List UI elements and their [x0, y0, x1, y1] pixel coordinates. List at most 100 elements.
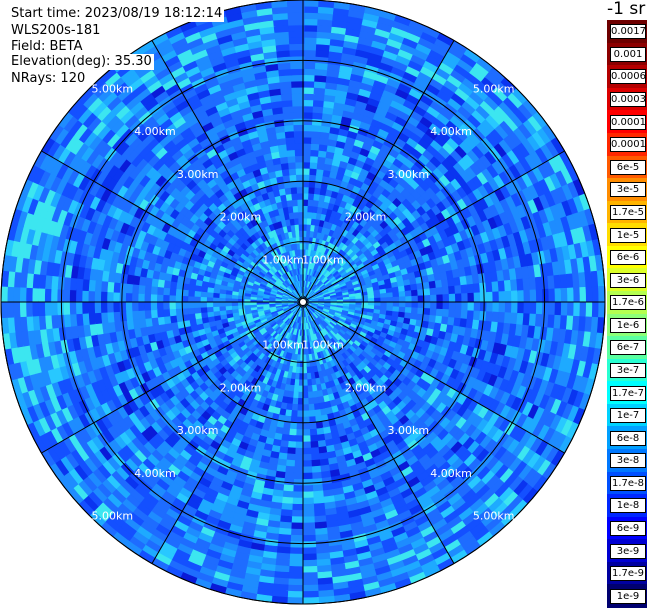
- ppi-cell: [137, 301, 145, 311]
- ppi-cell: [510, 290, 519, 304]
- ppi-cell: [291, 497, 304, 506]
- ppi-cell: [131, 301, 139, 312]
- ppi-cell: [454, 293, 463, 303]
- ppi-cell: [301, 547, 317, 555]
- ppi-cell: [292, 105, 305, 113]
- ppi-cell: [99, 300, 108, 313]
- ppi-cell: [517, 301, 525, 315]
- ppi-cell: [554, 301, 563, 317]
- ppi-cell: [560, 287, 569, 304]
- ppi-cell: [461, 293, 469, 303]
- ppi-cell: [302, 123, 314, 132]
- ppi-cell: [112, 300, 120, 313]
- ppi-cell: [124, 291, 133, 303]
- ppi-cell: [56, 300, 64, 316]
- ppi-cell: [296, 186, 304, 194]
- ppi-cell: [423, 294, 432, 303]
- ppi-cell: [56, 287, 64, 303]
- ppi-cell: [473, 301, 482, 313]
- ppi-cell: [302, 460, 312, 468]
- ppi-cell: [156, 293, 164, 303]
- ppi-cell: [106, 300, 114, 313]
- ppi-cell: [301, 472, 313, 481]
- ppi-cell: [294, 136, 304, 144]
- ppi-cell: [289, 522, 304, 530]
- ppi-cell: [68, 288, 77, 303]
- ppi-cell: [99, 290, 108, 303]
- ppi-cell: [93, 289, 102, 303]
- ppi-cell: [486, 301, 494, 314]
- ppi-cell: [301, 491, 314, 499]
- ppi-cell: [293, 130, 304, 138]
- ppi-cell: [68, 300, 77, 315]
- ppi-cell: [467, 301, 475, 312]
- ppi-cell: [143, 292, 152, 303]
- ppi-cell: [302, 130, 313, 138]
- ppi-cell: [301, 553, 317, 562]
- ppi-cell: [473, 292, 482, 304]
- ppi-cell: [293, 460, 304, 468]
- ppi-cell: [292, 111, 305, 119]
- ppi-cell: [291, 80, 305, 88]
- ppi-cell: [492, 291, 500, 304]
- ppi-cell: [301, 497, 314, 506]
- ppi-cell: [301, 528, 316, 537]
- ppi-cell: [187, 301, 195, 309]
- ppi-cell: [301, 509, 315, 518]
- ppi-cell: [290, 509, 304, 518]
- ppi-cell: [288, 553, 304, 562]
- ppi-cell: [106, 290, 114, 303]
- ppi-cell: [290, 503, 304, 512]
- ppi-cell: [290, 74, 305, 82]
- ppi-cell: [486, 291, 494, 304]
- ppi-cell: [529, 289, 538, 304]
- ppi-cell: [302, 161, 312, 169]
- ppi-cell: [302, 441, 311, 449]
- ppi-cell: [295, 429, 304, 437]
- ppi-cell: [168, 301, 176, 310]
- ppi-cell: [295, 155, 304, 163]
- ppi-cell: [81, 300, 89, 314]
- ppi-cell: [301, 559, 318, 568]
- ppi-cell: [430, 301, 438, 310]
- ppi-cell: [436, 301, 444, 311]
- ppi-cell: [291, 92, 305, 101]
- ppi-cell: [302, 148, 312, 157]
- ppi-cell: [290, 516, 304, 524]
- ppi-cell: [302, 92, 316, 101]
- ppi-cell: [535, 289, 544, 304]
- ppi-cell: [302, 410, 310, 418]
- ppi-cell: [292, 98, 305, 107]
- ppi-cell: [302, 105, 315, 113]
- ppi-cell: [293, 453, 304, 462]
- ppi-cell: [294, 148, 304, 157]
- ppi-cell: [293, 466, 304, 474]
- ppi-cell: [302, 466, 313, 474]
- ppi-cell: [301, 522, 316, 530]
- ppi-cell: [430, 294, 438, 303]
- ppi-cell: [302, 55, 318, 63]
- ppi-cell: [302, 42, 318, 51]
- ppi-cell: [289, 55, 305, 63]
- ppi-cell: [112, 290, 120, 303]
- ppi-cell: [529, 301, 538, 316]
- ppi-cell: [523, 289, 531, 304]
- ppi-cell: [293, 123, 305, 132]
- ppi-cell: [302, 61, 317, 70]
- ppi-cell: [442, 301, 450, 311]
- ppi-cell: [504, 290, 513, 304]
- ppi-cell: [295, 173, 304, 182]
- ppi-cell: [302, 136, 313, 144]
- ppi-cell: [137, 292, 145, 303]
- ppi-cell: [174, 301, 183, 310]
- ppi-cell: [302, 74, 317, 82]
- ppi-cell: [291, 86, 305, 95]
- ppi-cell: [50, 287, 58, 303]
- ppi-cell: [294, 441, 304, 449]
- ppi-cell: [287, 559, 304, 568]
- ppi-cell: [560, 301, 569, 318]
- ppi-cell: [448, 293, 457, 303]
- ppi-cell: [302, 98, 315, 107]
- ppi-cell: [290, 67, 305, 76]
- ppi-cells: [1, 0, 605, 604]
